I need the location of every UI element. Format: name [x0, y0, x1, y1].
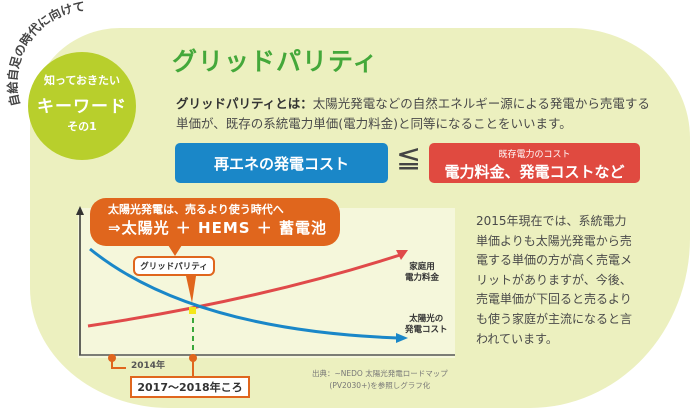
- badge-line2: キーワード: [37, 97, 127, 117]
- parity-period-box: 2017〜2018年ころ: [130, 376, 250, 398]
- leq-symbol: ≦: [396, 140, 422, 175]
- renewable-cost-box: 再エネの発電コスト: [175, 143, 388, 183]
- existing-cost-caption: 既存電力のコスト: [498, 150, 571, 160]
- existing-cost-box: 既存電力のコスト 電力料金、発電コストなど: [429, 143, 640, 183]
- blue-series-label: 太陽光の 発電コスト: [405, 314, 448, 335]
- callout-line2: ⇒太陽光 ＋ HEMS ＋ 蓄電池: [108, 219, 327, 237]
- page-title: グリッドパリティ: [172, 47, 379, 76]
- badge-line1: 知っておきたい: [43, 74, 121, 87]
- keyword-badge: 知っておきたい キーワード その1: [28, 52, 136, 160]
- source-note: 出典：~NEDO 太陽光発電ロードマップ (PV2030+)を参照しグラフ化: [312, 369, 448, 390]
- callout-bubble: 太陽光発電は、売るより使う時代へ ⇒太陽光 ＋ HEMS ＋ 蓄電池: [90, 198, 340, 246]
- side-note: 2015年現在では、系統電力単価よりも太陽光発電から売電する単価の方が高く売電メ…: [476, 214, 633, 346]
- year-2014-label: 2014年: [131, 361, 166, 371]
- definition-body: 太陽光発電などの自然エネルギー源による発電から売電する単価が、既存の系統電力単価…: [176, 96, 650, 131]
- red-series-label: 家庭用 電力料金: [405, 262, 440, 283]
- definition-text: グリッドパリティとは：太陽光発電などの自然エネルギー源による発電から売電する単価…: [176, 94, 656, 134]
- callout-line1: 太陽光発電は、売るより使う時代へ: [108, 203, 284, 216]
- badge-line3: その1: [67, 120, 97, 133]
- definition-term: グリッドパリティとは：: [176, 96, 313, 111]
- existing-cost-label: 電力料金、発電コストなど: [444, 163, 625, 181]
- grid-parity-label: グリッドパリティ: [133, 256, 215, 276]
